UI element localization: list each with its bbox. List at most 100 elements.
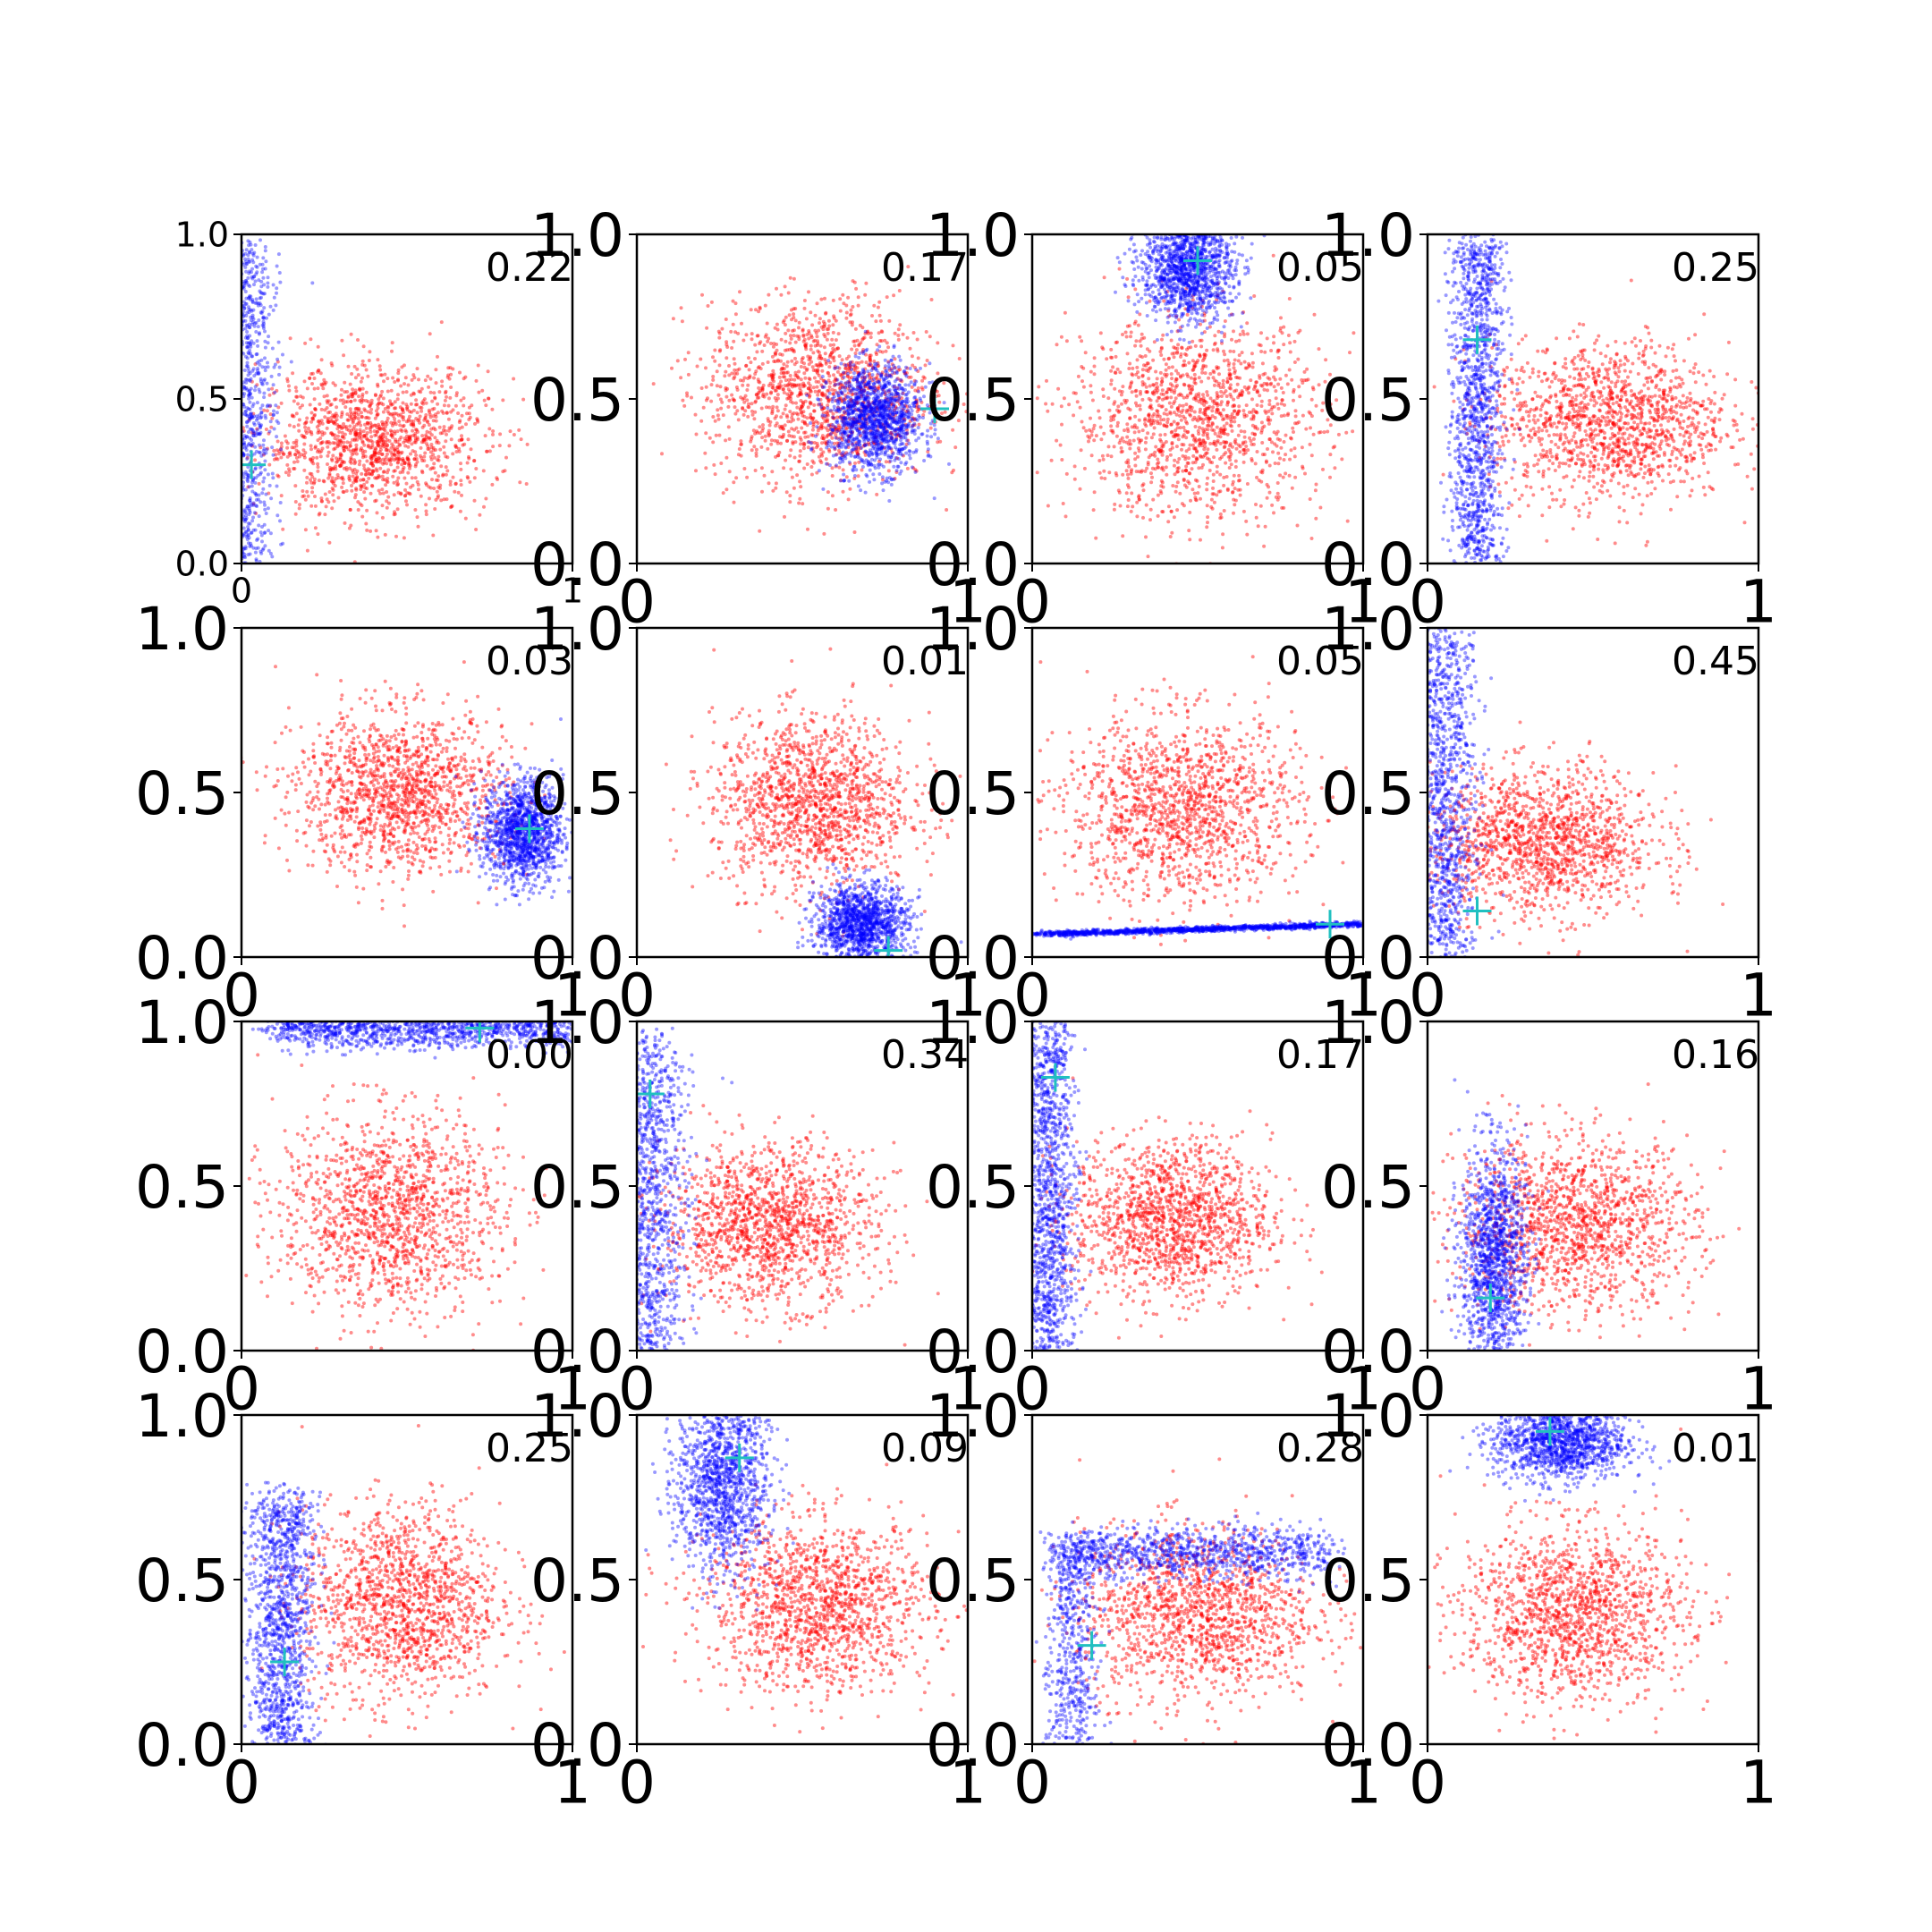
red-point — [453, 444, 458, 448]
blue-point — [870, 439, 875, 444]
red-point — [298, 405, 302, 410]
red-point — [331, 487, 335, 492]
red-point — [327, 441, 332, 445]
blue-point — [880, 437, 885, 442]
red-point — [732, 480, 736, 485]
blue-point — [883, 400, 887, 404]
red-point — [313, 412, 317, 417]
blue-point — [260, 403, 265, 408]
blue-point — [900, 453, 904, 457]
blue-point — [906, 425, 911, 429]
blue-point — [887, 438, 892, 443]
red-point — [427, 446, 431, 451]
red-point — [856, 401, 860, 405]
red-point — [345, 418, 350, 422]
red-point — [913, 468, 918, 472]
blue-point — [249, 392, 253, 396]
blue-point — [242, 281, 246, 285]
red-point — [316, 438, 320, 443]
red-point — [769, 438, 774, 443]
red-point — [832, 316, 836, 320]
red-point — [360, 359, 365, 363]
red-point — [872, 402, 877, 406]
red-point — [362, 435, 366, 439]
blue-point — [883, 384, 887, 387]
red-point — [929, 298, 934, 301]
red-point — [336, 434, 340, 438]
red-point — [825, 327, 829, 332]
blue-point — [245, 310, 250, 315]
red-point — [353, 376, 358, 380]
red-point — [704, 466, 708, 470]
red-point — [781, 411, 785, 416]
red-point — [409, 452, 412, 456]
blue-point — [860, 413, 863, 418]
red-point — [394, 439, 398, 444]
blue-point — [247, 259, 251, 264]
blue-point — [846, 411, 851, 416]
red-point — [871, 440, 876, 445]
scatter-points — [1035, 234, 1356, 564]
red-point — [439, 464, 444, 469]
red-point — [340, 338, 344, 343]
blue-point — [253, 528, 258, 532]
red-point — [432, 406, 436, 411]
blue-point — [885, 479, 889, 483]
blue-point — [245, 478, 250, 482]
red-point — [288, 451, 292, 455]
red-point — [369, 472, 374, 477]
blue-point — [889, 396, 894, 401]
red-point — [353, 476, 358, 480]
red-point — [301, 403, 304, 408]
blue-point — [255, 504, 259, 508]
red-point — [774, 486, 778, 490]
red-point — [704, 431, 708, 436]
blue-point — [843, 453, 847, 458]
red-point — [352, 417, 357, 421]
red-point — [398, 412, 402, 417]
red-point — [854, 449, 859, 453]
blue-point — [247, 271, 251, 275]
red-point — [803, 435, 808, 439]
blue-point — [908, 449, 912, 453]
blue-point — [890, 412, 894, 417]
red-point — [759, 445, 764, 449]
blue-point — [256, 303, 260, 308]
red-point — [316, 465, 320, 470]
red-point — [1197, 415, 1201, 419]
red-point — [403, 487, 407, 492]
blue-point — [246, 394, 250, 397]
red-point — [410, 377, 414, 382]
blue-point — [809, 447, 813, 452]
blue-point — [865, 424, 869, 428]
red-point — [840, 391, 844, 395]
red-point — [845, 426, 850, 430]
blue-point — [914, 400, 919, 403]
red-point — [887, 368, 892, 372]
blue-point — [852, 388, 856, 392]
red-point — [724, 369, 728, 374]
red-point — [716, 393, 721, 397]
red-point — [799, 399, 803, 402]
red-point — [801, 334, 806, 338]
red-point — [331, 441, 335, 445]
red-point — [874, 376, 878, 380]
red-point — [368, 404, 372, 409]
red-point — [792, 383, 797, 387]
red-point — [353, 493, 358, 497]
red-point — [786, 377, 791, 382]
blue-point — [881, 436, 886, 441]
red-point — [301, 495, 305, 499]
blue-point — [276, 340, 281, 344]
blue-point — [907, 449, 911, 453]
red-point — [301, 448, 306, 453]
red-point — [352, 480, 356, 485]
red-point — [407, 437, 411, 442]
red-point — [313, 407, 318, 411]
blue-point — [881, 404, 886, 409]
blue-point — [902, 411, 907, 416]
red-point — [915, 337, 919, 342]
red-point — [828, 343, 833, 347]
red-point — [371, 464, 376, 468]
red-point — [261, 453, 266, 457]
